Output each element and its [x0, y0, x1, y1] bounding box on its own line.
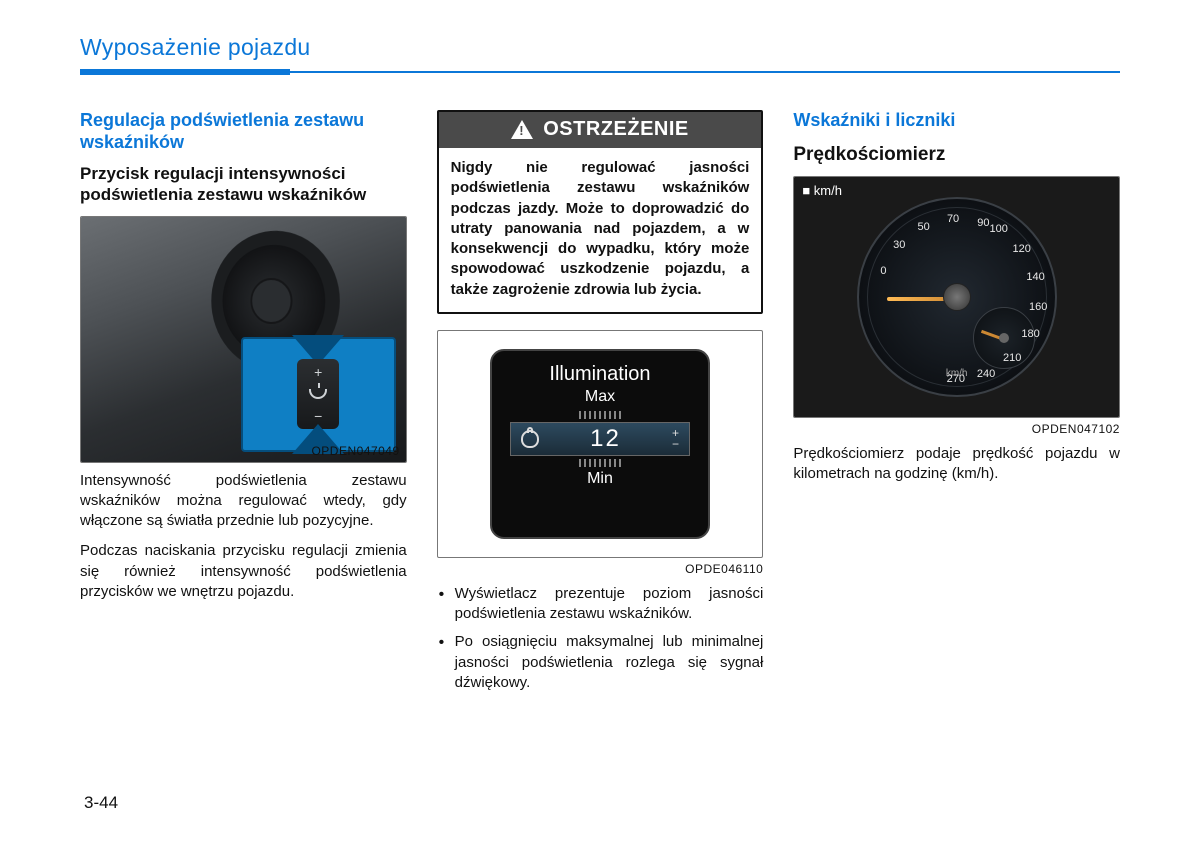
paragraph: Intensywność podświetlenia zestawu wskaź…: [80, 471, 407, 532]
fuel-hub: [999, 333, 1009, 343]
content-columns: Regulacja podświetlenia zestawu wskaźnik…: [80, 110, 1120, 701]
paragraph: Prędkościomierz podaje prędkość pojazdu …: [793, 444, 1120, 485]
column-1: Regulacja podświetlenia zestawu wskaźnik…: [80, 110, 407, 701]
gauge-tick-label: 180: [1021, 328, 1039, 340]
brightness-rocker-switch: + −: [297, 359, 339, 429]
plus-icon: +: [314, 365, 322, 379]
gauge-tick-label: 30: [893, 239, 905, 251]
speedometer-gauge: km/h 030507090100120140160180210240270: [857, 197, 1057, 397]
illumination-ticks-top: [579, 411, 621, 419]
gauge-tick-label: 90: [977, 217, 989, 229]
figure-code: OPDE046110: [437, 562, 764, 576]
gauge-tick-label: 50: [917, 221, 929, 233]
warning-triangle-icon: [511, 120, 533, 139]
gauge-tick-label: 0: [880, 265, 886, 277]
illumination-ticks-bottom: [579, 459, 621, 467]
figure-speedometer: ■ km/h km/h 0305070901001201401601802102…: [793, 176, 1120, 418]
bullet-list: Wyświetlacz prezentuje poziom jasności p…: [437, 584, 764, 701]
header-rule: [80, 71, 1120, 73]
minus-icon: −: [314, 409, 322, 423]
illumination-min-label: Min: [587, 470, 613, 488]
figure-dashboard-interior: + − OPDEN047049: [80, 216, 407, 463]
warning-box: OSTRZEŻENIE Nigdy nie regulować jasności…: [437, 110, 764, 314]
illumination-value-bar: 12 +−: [510, 422, 690, 456]
illumination-display-wrap: Illumination Max 12 +− Min: [438, 331, 763, 557]
warning-header: OSTRZEŻENIE: [439, 112, 762, 148]
speedometer-hub: [943, 283, 971, 311]
illumination-value: 12: [590, 425, 621, 453]
section-heading: Wskaźniki i liczniki: [793, 110, 1120, 132]
gauge-tick-label: 240: [977, 368, 995, 380]
gauge-tick-label: 210: [1003, 352, 1021, 364]
gauge-tick-label: 140: [1026, 271, 1044, 283]
column-2: OSTRZEŻENIE Nigdy nie regulować jasności…: [437, 110, 764, 701]
subsection-heading: Prędkościomierz: [793, 144, 1120, 166]
illumination-title: Illumination: [549, 363, 650, 386]
illumination-max-label: Max: [585, 388, 615, 406]
plus-minus-icon: +−: [672, 428, 679, 450]
gauge-tick-label: 270: [947, 373, 965, 385]
list-item: Wyświetlacz prezentuje poziom jasności p…: [437, 584, 764, 625]
speedometer-graphic: ■ km/h km/h 0305070901001201401601802102…: [794, 177, 1119, 417]
gauge-tick-label: 120: [1013, 243, 1031, 255]
bulb-icon: [521, 430, 539, 448]
warning-body: Nigdy nie regulować jasności podświetlen…: [439, 148, 762, 312]
gauge-tick-label: 100: [989, 223, 1007, 235]
kmh-tag: ■ km/h: [802, 183, 842, 198]
page-header: Wyposażenie pojazdu: [80, 34, 1120, 73]
figure-illumination-display: Illumination Max 12 +− Min: [437, 330, 764, 558]
list-item: Po osiągnięciu maksymalnej lub minimalne…: [437, 632, 764, 693]
dashboard-interior-graphic: + −: [81, 217, 406, 462]
bulb-icon: [309, 389, 327, 399]
gauge-tick-label: 160: [1029, 301, 1047, 313]
figure-code: OPDEN047049: [311, 444, 399, 458]
rocker-switch-inset: + −: [241, 337, 396, 452]
figure-code: OPDEN047102: [793, 422, 1120, 436]
section-heading: Regulacja podświetlenia zestawu wskaźnik…: [80, 110, 407, 153]
column-3: Wskaźniki i liczniki Prędkościomierz ■ k…: [793, 110, 1120, 701]
steering-wheel-hub: [250, 277, 292, 324]
illumination-display: Illumination Max 12 +− Min: [490, 349, 710, 539]
warning-title: OSTRZEŻENIE: [543, 118, 689, 141]
gauge-tick-label: 70: [947, 213, 959, 225]
chapter-title: Wyposażenie pojazdu: [80, 34, 1120, 67]
page-number: 3-44: [84, 793, 118, 813]
paragraph: Podczas naciskania przycisku regulacji z…: [80, 541, 407, 602]
subsection-heading: Przycisk regulacji intensywności podświe…: [80, 163, 407, 206]
